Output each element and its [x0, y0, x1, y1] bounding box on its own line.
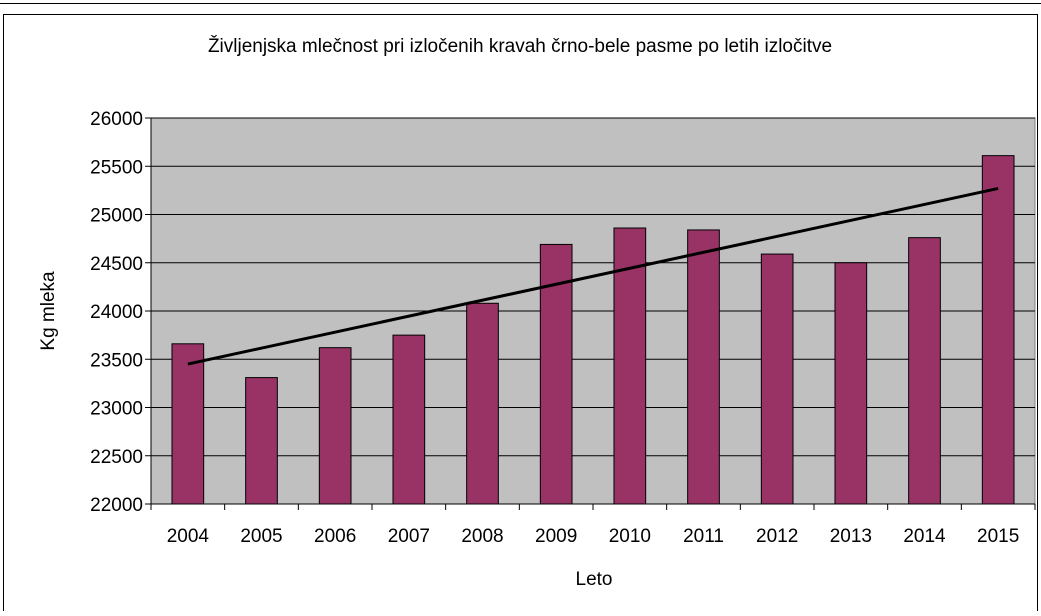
bar-2014: [908, 237, 941, 505]
y-tick-label: 24500: [90, 254, 143, 275]
x-tick-label: 2010: [609, 526, 651, 547]
y-tick-label: 25000: [90, 206, 143, 227]
trendline-group: [187, 186, 999, 366]
y-tick-label: 24000: [90, 302, 143, 323]
chart-title: Življenjska mlečnost pri izločenih krava…: [208, 35, 832, 57]
y-axis-ticks: 22000 22500 23000 23500 24000 24500 25000 25500…: [90, 109, 151, 516]
bar-2011: [687, 229, 720, 505]
bar-2015: [981, 155, 1015, 505]
bar-2006: [318, 347, 352, 505]
bar-2012: [760, 253, 794, 505]
gridlines: [151, 117, 1035, 457]
x-tick-label: 2015: [977, 526, 1019, 547]
trendline: [187, 186, 999, 366]
y-tick-label: 25500: [90, 157, 143, 178]
x-tick-label: 2012: [756, 526, 798, 547]
bar-2005: [245, 377, 278, 505]
bar-2008: [466, 302, 499, 505]
y-tick-label: 22500: [90, 447, 143, 468]
x-tick-label: 2008: [461, 526, 503, 547]
bar-2007: [392, 334, 426, 505]
y-tick-label: 23500: [90, 350, 143, 371]
bars: [171, 155, 1015, 505]
bar-2004: [171, 343, 205, 505]
x-tick-label: 2009: [535, 526, 577, 547]
y-tick-label: 26000: [90, 109, 143, 130]
x-tick-label: 2007: [388, 526, 430, 547]
x-tick-label: 2014: [903, 526, 946, 547]
y-tick-label: 22000: [90, 495, 143, 516]
bar-2013: [834, 262, 868, 505]
x-tick-label: 2004: [167, 526, 210, 547]
x-axis-label: Leto: [576, 569, 613, 590]
bar-2010: [613, 227, 647, 505]
x-tick-label: 2005: [240, 526, 282, 547]
y-axis-label: Kg mleka: [38, 271, 59, 351]
y-tick-label: 23000: [90, 399, 143, 420]
x-tick-label: 2006: [314, 526, 356, 547]
x-tick-label: 2013: [830, 526, 872, 547]
x-tick-label: 2011: [683, 526, 724, 547]
x-axis-ticks: 2004 2005 2006 2007 2008 2009 2010 2011 2012 2013…: [150, 504, 1036, 547]
